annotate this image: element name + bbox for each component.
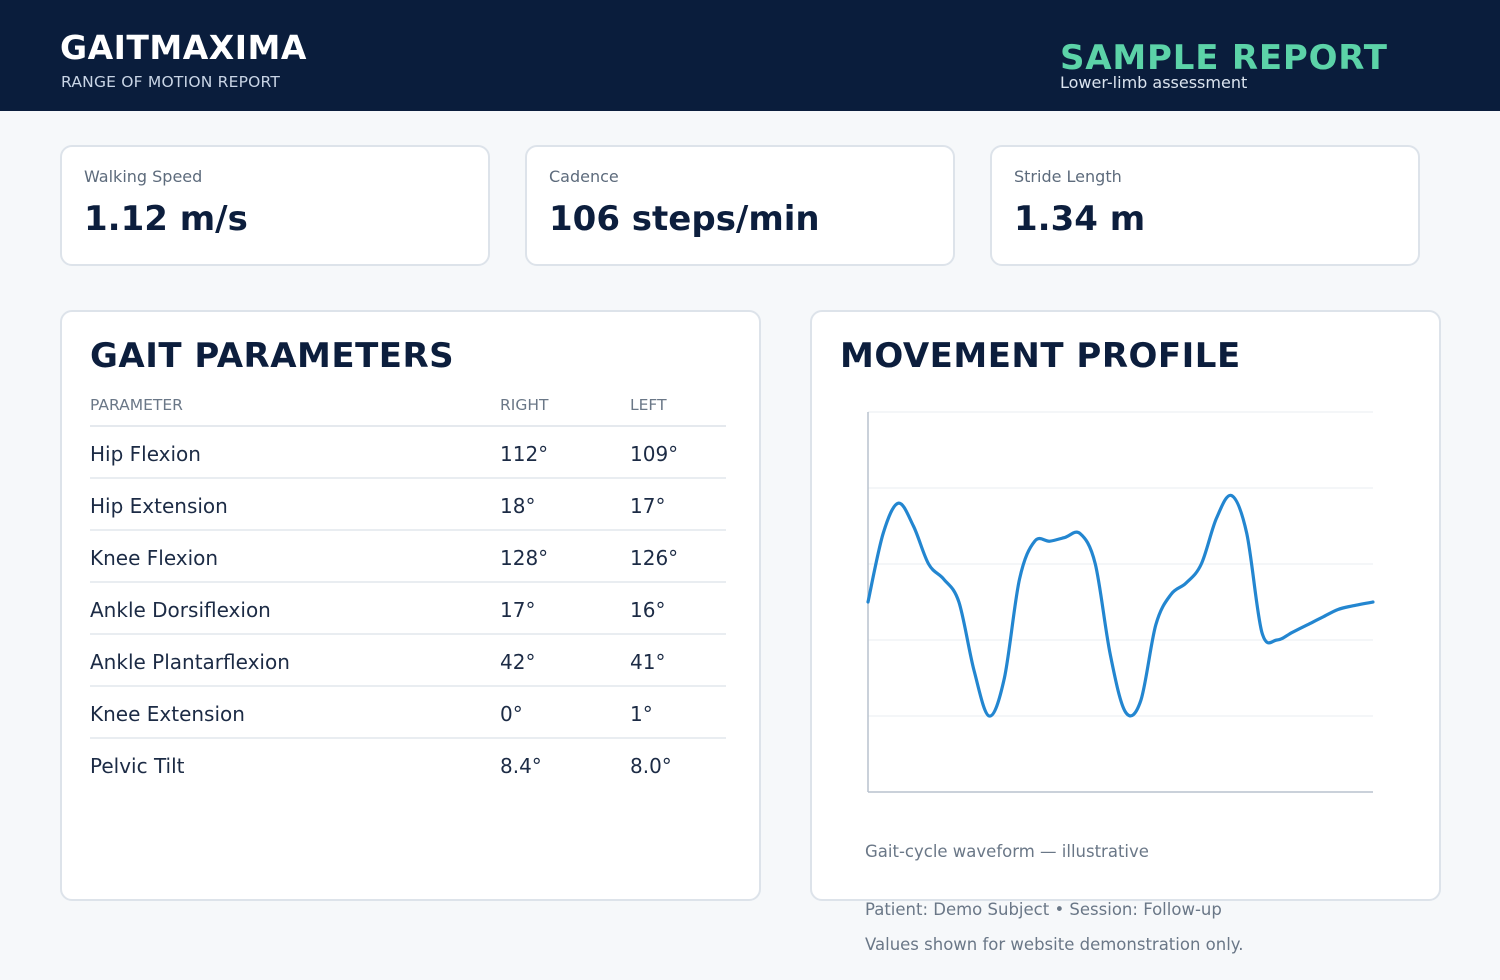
table-row: Hip Extension 18° 17° [90, 479, 726, 531]
column-header-right: RIGHT [500, 396, 549, 414]
chart-series-line-0 [866, 493, 1375, 718]
table-header-row: PARAMETER RIGHT LEFT [90, 396, 726, 427]
movement-profile-title: MOVEMENT PROFILE [840, 336, 1241, 376]
report-subtitle: Lower-limb assessment [1060, 73, 1248, 92]
left-value: 8.0° [630, 754, 672, 778]
table-row: Knee Flexion 128° 126° [90, 531, 726, 583]
right-value: 112° [500, 442, 549, 466]
gait-parameters-title: GAIT PARAMETERS [90, 336, 455, 376]
metric-card-cadence: Cadence 106 steps/min [525, 145, 955, 266]
gait-parameters-table: PARAMETER RIGHT LEFT Hip Flexion 112° 10… [90, 396, 726, 791]
metric-value: 1.34 m [1014, 199, 1146, 239]
report-title: SAMPLE REPORT [1060, 38, 1388, 78]
chart-caption: Gait-cycle waveform — illustrative [865, 842, 1149, 861]
parameter-name: Hip Extension [90, 494, 228, 518]
parameter-name: Knee Flexion [90, 546, 219, 570]
report-header: GAITMAXIMA RANGE OF MOTION REPORT SAMPLE… [0, 0, 1500, 111]
table-row: Hip Flexion 112° 109° [90, 427, 726, 479]
parameter-name: Pelvic Tilt [90, 754, 185, 778]
brand-subtitle: RANGE OF MOTION REPORT [61, 73, 281, 91]
left-value: 17° [630, 494, 666, 518]
metric-value: 1.12 m/s [84, 199, 248, 239]
left-value: 1° [630, 702, 653, 726]
gait-parameters-panel: GAIT PARAMETERS PARAMETER RIGHT LEFT Hip… [60, 310, 761, 901]
demo-disclaimer: Values shown for website demonstration o… [865, 935, 1244, 954]
parameter-name: Knee Extension [90, 702, 245, 726]
column-header-left: LEFT [630, 396, 667, 414]
left-value: 16° [630, 598, 666, 622]
right-value: 128° [500, 546, 549, 570]
metric-label: Walking Speed [84, 167, 203, 186]
right-value: 0° [500, 702, 523, 726]
table-row: Ankle Dorsiflexion 17° 16° [90, 583, 726, 635]
table-row: Pelvic Tilt 8.4° 8.0° [90, 739, 726, 791]
metric-value: 106 steps/min [549, 199, 820, 239]
column-header-parameter: PARAMETER [90, 396, 183, 414]
right-value: 8.4° [500, 754, 542, 778]
left-value: 126° [630, 546, 679, 570]
right-value: 18° [500, 494, 536, 518]
parameter-name: Hip Flexion [90, 442, 201, 466]
patient-session-info: Patient: Demo Subject • Session: Follow-… [865, 900, 1222, 919]
brand-logo-text: GAITMAXIMA [60, 28, 307, 67]
metric-card-walking-speed: Walking Speed 1.12 m/s [60, 145, 490, 266]
movement-profile-panel: MOVEMENT PROFILE Gait-cycle waveform — i… [810, 310, 1441, 901]
metric-card-stride-length: Stride Length 1.34 m [990, 145, 1420, 266]
right-value: 42° [500, 650, 536, 674]
table-row: Ankle Plantarflexion 42° 41° [90, 635, 726, 687]
metric-label: Stride Length [1014, 167, 1122, 186]
table-row: Knee Extension 0° 1° [90, 687, 726, 739]
left-value: 109° [630, 442, 679, 466]
right-value: 17° [500, 598, 536, 622]
metric-label: Cadence [549, 167, 619, 186]
left-value: 41° [630, 650, 666, 674]
parameter-name: Ankle Plantarflexion [90, 650, 290, 674]
parameter-name: Ankle Dorsiflexion [90, 598, 271, 622]
movement-profile-chart [866, 411, 1375, 793]
